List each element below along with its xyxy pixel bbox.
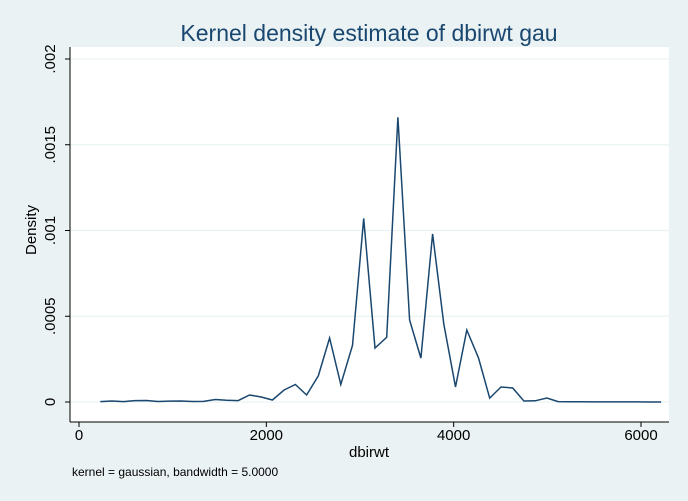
x-tick-label: 4000 [437, 427, 470, 444]
axes [69, 47, 669, 423]
y-tick-label: .001 [42, 216, 59, 245]
x-tick-label: 6000 [624, 427, 657, 444]
y-tick-label: 0 [42, 398, 59, 406]
y-tick-label: .0005 [42, 297, 59, 335]
x-tick-label: 0 [75, 427, 83, 444]
y-tick-label: .0015 [42, 126, 59, 164]
density-line [100, 117, 662, 403]
x-tick-label: 2000 [250, 427, 283, 444]
y-tick-label: .002 [42, 44, 59, 73]
x-axis-label: dbirwt [349, 444, 390, 461]
footnote: kernel = gaussian, bandwidth = 5.0000 [72, 465, 278, 479]
y-axis-label: Density [23, 204, 40, 255]
plot-area [70, 47, 669, 422]
chart-title: Kernel density estimate of dbirwt gau [180, 20, 557, 46]
axis-ticks: 0 .0005 .001 .0015 .002 0 2000 4000 6000 [42, 44, 658, 444]
